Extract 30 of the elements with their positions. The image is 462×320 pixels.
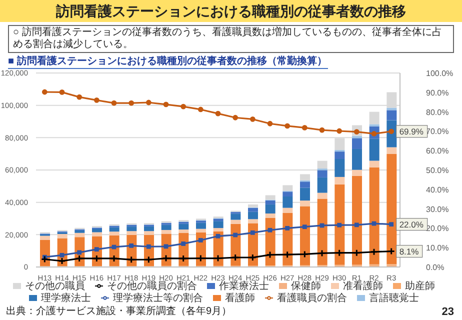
legend-label: 准看護師	[343, 281, 383, 292]
data-label: 69.9%	[399, 126, 424, 136]
y2-tick-label: 50.0%	[426, 166, 449, 175]
legend-label: 作業療法士	[219, 281, 269, 292]
legend-label: 言語聴覚士	[369, 293, 419, 304]
text: 23	[442, 306, 454, 318]
y2-tick-label: 100.0%	[426, 69, 454, 78]
y2-tick-label: 80.0%	[426, 108, 449, 117]
y2-tick-label: 10.0%	[426, 244, 449, 253]
y2-tick-label: 70.0%	[426, 127, 449, 136]
chart-title: 訪問看護ステーションにおける職種別の従事者数の推移	[0, 0, 462, 22]
chart-subtitle: ■ 訪問看護ステーションにおける職種別の従事者数の推移（常勤換算）	[8, 55, 328, 69]
legend-label: 看護職員の割合	[277, 293, 347, 304]
legend-label: 保健師	[291, 281, 321, 292]
source-note: 出典：介護サービス施設・事業所調査（各年9月）	[6, 304, 232, 318]
legend-label: その他の職員	[25, 281, 85, 292]
legend-label: 看護師	[225, 293, 255, 304]
legend-label: 助産師	[405, 281, 435, 292]
y2-tick-label: 0.0%	[426, 263, 444, 272]
y2-tick-label: 20.0%	[426, 224, 449, 234]
legend-label: 理学療法士等の割合	[113, 293, 203, 304]
data-label: 22.0%	[399, 219, 424, 230]
y2-tick-label: 40.0%	[426, 185, 449, 194]
y2-tick-label: 30.0%	[426, 204, 449, 214]
data-label: 8.1%	[399, 246, 420, 256]
legend-label: 理学療法士	[41, 293, 91, 304]
text: ○ 訪問看護ステーションの従事者数のうち、看護職員数は増加しているものの、従事者全体に占める割合は減少している。	[8, 25, 454, 53]
y2-tick-label: 60.0%	[426, 146, 449, 156]
y2-tick-label: 90.0%	[426, 88, 449, 98]
legend-label: その他の職員の割合	[107, 281, 197, 292]
